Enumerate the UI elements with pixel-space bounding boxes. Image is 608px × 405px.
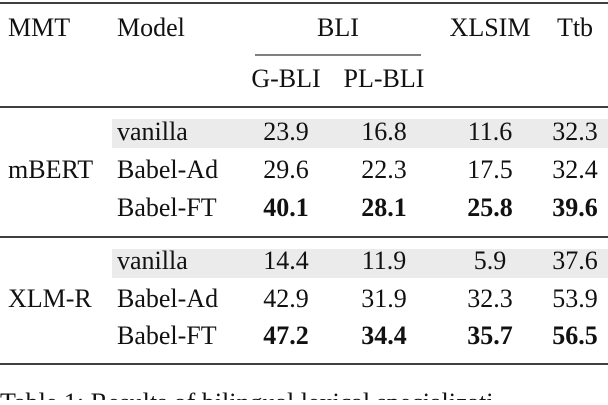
- score-cell: 29.6: [263, 155, 309, 184]
- score-cell: 35.7: [467, 321, 513, 350]
- row-shade: [112, 119, 608, 148]
- header-gbli: G-BLI: [251, 64, 320, 93]
- score-cell: 37.6: [552, 246, 598, 275]
- group: vanilla 14.4 11.9 5.9 37.6 Babel-Ad 42.9 31.9 32…: [117, 246, 598, 350]
- score-cell: 11.6: [468, 117, 513, 146]
- mmt-label: mBERT: [8, 155, 93, 184]
- score-cell: 23.9: [263, 117, 309, 146]
- model-cell: Babel-Ad: [117, 284, 218, 313]
- score-cell: 11.9: [362, 246, 407, 275]
- header-model: Model: [117, 13, 185, 42]
- header-xlsim: XLSIM: [450, 13, 531, 42]
- score-cell: 56.5: [552, 321, 598, 350]
- score-cell: 34.4: [361, 321, 407, 350]
- score-cell: 42.9: [263, 284, 309, 313]
- score-cell: 22.3: [361, 155, 407, 184]
- score-cell: 32.3: [467, 284, 513, 313]
- score-cell: 32.3: [552, 117, 598, 146]
- header-mmt: MMT: [8, 13, 70, 42]
- score-cell: 53.9: [552, 284, 598, 313]
- mmt-label: XLM-R: [8, 284, 92, 313]
- score-cell: 32.4: [552, 155, 598, 184]
- score-cell: 14.4: [263, 246, 309, 275]
- score-cell: 39.6: [552, 193, 598, 222]
- score-cell: 28.1: [361, 193, 407, 222]
- score-cell: 5.9: [474, 246, 507, 275]
- row-shade: [112, 249, 608, 278]
- score-cell: 17.5: [467, 155, 513, 184]
- header-bli: BLI: [317, 13, 359, 42]
- caption: Table 1: Results of bilingual lexical sp…: [0, 388, 493, 400]
- model-cell: vanilla: [117, 246, 188, 275]
- model-cell: Babel-Ad: [117, 155, 218, 184]
- header-ttb: Ttb: [557, 13, 593, 42]
- model-cell: Babel-FT: [117, 193, 217, 222]
- score-cell: 40.1: [263, 193, 309, 222]
- header-plbli: PL-BLI: [344, 64, 425, 93]
- score-cell: 25.8: [467, 193, 513, 222]
- group: vanilla 23.9 16.8 11.6 32.3 Babel-Ad 29.6 22.3 1…: [117, 117, 598, 222]
- model-cell: Babel-FT: [117, 321, 217, 350]
- model-cell: vanilla: [117, 117, 188, 146]
- score-cell: 16.8: [361, 117, 407, 146]
- score-cell: 47.2: [263, 321, 309, 350]
- score-cell: 31.9: [361, 284, 407, 313]
